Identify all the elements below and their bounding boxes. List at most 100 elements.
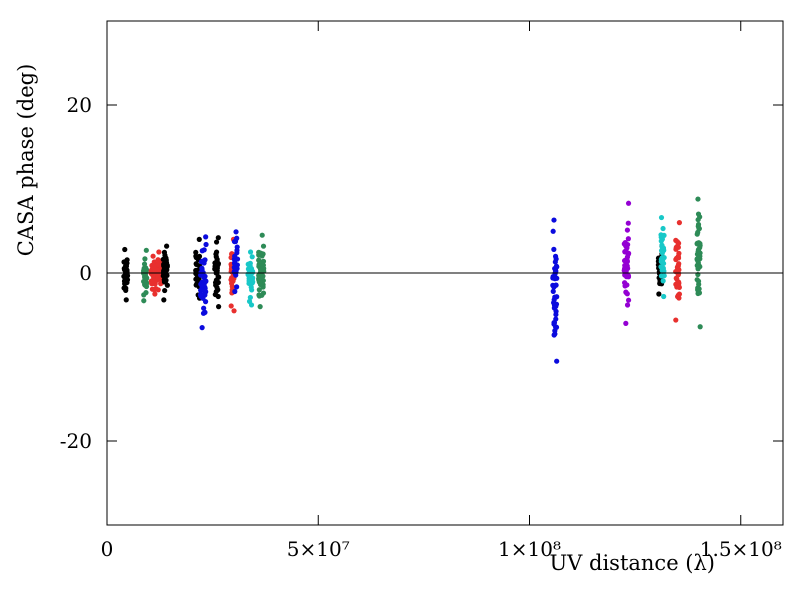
cluster-cyan	[658, 214, 667, 300]
x-tick-label: 5×10⁷	[287, 537, 350, 561]
data-point	[695, 217, 701, 223]
y-tick-label: 0	[79, 261, 92, 285]
data-point	[554, 358, 560, 364]
data-point	[695, 196, 701, 202]
data-point	[673, 244, 679, 251]
data-point	[552, 276, 558, 282]
data-point	[624, 282, 630, 288]
x-tick-label: 0	[101, 537, 114, 561]
data-point	[260, 273, 266, 279]
data-point	[233, 229, 239, 235]
data-point	[249, 254, 255, 260]
data-point	[660, 278, 666, 284]
data-point	[697, 241, 703, 247]
data-point	[247, 261, 253, 267]
data-point	[201, 260, 207, 266]
data-point	[256, 276, 262, 282]
data-point	[625, 200, 632, 206]
data-point	[199, 325, 205, 331]
cluster-red	[673, 220, 683, 323]
data-point	[257, 304, 263, 310]
data-point	[550, 288, 556, 294]
data-point	[122, 246, 128, 253]
data-point	[162, 252, 168, 258]
data-point	[551, 217, 557, 223]
data-point	[660, 225, 666, 232]
data-point	[123, 285, 129, 291]
data-point	[696, 286, 702, 292]
data-point	[697, 324, 703, 330]
data-point	[697, 250, 703, 256]
data-point	[694, 256, 700, 263]
data-point	[202, 299, 209, 305]
data-point	[213, 277, 220, 283]
cluster-red	[153, 249, 164, 293]
data-point	[214, 256, 220, 262]
data-point	[228, 303, 234, 309]
data-point	[232, 288, 238, 295]
data-point	[674, 255, 680, 261]
data-point	[695, 263, 701, 269]
data-point	[155, 287, 161, 293]
data-point	[621, 265, 628, 272]
data-point	[199, 248, 205, 254]
data-point	[553, 256, 559, 262]
data-point	[231, 260, 238, 267]
data-point	[625, 297, 632, 303]
data-point	[161, 279, 168, 285]
data-point	[216, 304, 222, 310]
data-point	[247, 294, 253, 301]
data-point	[696, 290, 703, 296]
data-point	[215, 260, 221, 267]
data-point	[674, 280, 681, 286]
data-point	[232, 253, 238, 259]
data-point	[142, 266, 149, 272]
data-point	[676, 291, 683, 297]
data-point	[553, 311, 559, 318]
data-point	[247, 249, 254, 255]
data-point	[215, 235, 221, 241]
data-point	[231, 308, 237, 314]
data-point	[551, 300, 557, 306]
data-point	[151, 287, 158, 293]
data-point	[197, 292, 204, 298]
data-point	[201, 305, 207, 311]
data-point	[234, 244, 240, 250]
data-point	[143, 290, 149, 296]
data-point	[676, 261, 682, 267]
data-point	[623, 320, 629, 326]
data-point	[257, 281, 264, 288]
data-point	[673, 317, 679, 323]
data-point	[124, 260, 130, 266]
data-point	[200, 282, 206, 288]
data-point	[259, 292, 265, 298]
data-point	[122, 274, 128, 280]
cluster-black	[121, 246, 131, 303]
x-tick-label: 1×10⁸	[498, 537, 561, 561]
data-point	[694, 231, 700, 237]
cluster-purple	[621, 200, 632, 326]
data-point	[256, 257, 262, 264]
data-point	[660, 245, 667, 251]
data-point	[260, 243, 267, 249]
data-point	[621, 241, 627, 247]
data-point	[676, 220, 683, 226]
y-axis-title: CASA phase (deg)	[14, 64, 38, 257]
data-point	[623, 274, 630, 280]
data-point	[142, 280, 148, 287]
data-point	[150, 253, 156, 259]
x-tick-label: 1.5×10⁸	[700, 537, 782, 561]
x-tick-labels: 0 5×10⁷ 1×10⁸ 1.5×10⁸	[101, 537, 782, 561]
data-point	[624, 227, 631, 233]
data-point	[660, 260, 667, 267]
data-point	[161, 265, 167, 272]
data-point	[659, 250, 665, 256]
data-point	[203, 278, 209, 285]
data-point	[259, 261, 265, 267]
data-point	[624, 302, 631, 308]
data-point	[658, 273, 665, 279]
data-point	[152, 291, 158, 297]
cluster-blue	[550, 217, 560, 364]
